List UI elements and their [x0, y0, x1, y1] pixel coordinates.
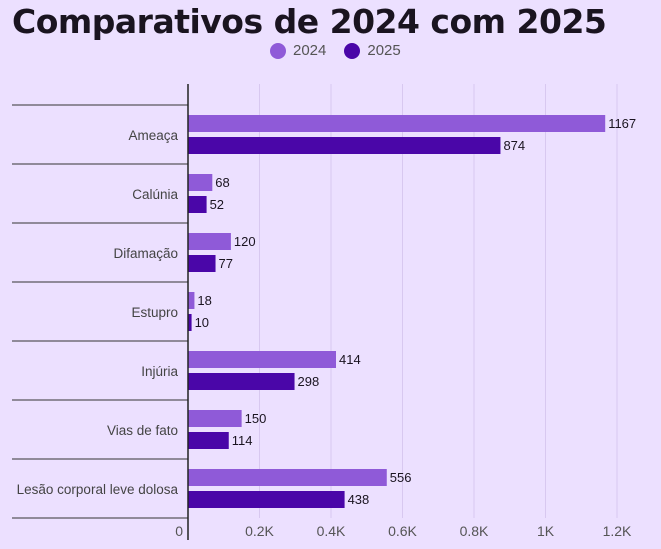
legend-item-2024[interactable]: 2024	[270, 42, 326, 59]
value-label-2025-5: 114	[232, 433, 253, 448]
x-tick-label-5: 1K	[537, 523, 555, 539]
value-label-2024-1: 68	[215, 175, 229, 190]
x-tick-label-0: 0	[175, 523, 183, 539]
x-tick-label-6: 1.2K	[603, 523, 632, 539]
x-tick-label-2: 0.4K	[317, 523, 346, 539]
value-label-2024-5: 150	[245, 411, 267, 426]
bar-2024-4	[188, 351, 337, 368]
value-label-2025-3: 10	[195, 315, 209, 330]
category-label-6: Lesão corporal leve dolosa	[17, 482, 179, 497]
bar-2024-5	[188, 410, 242, 427]
value-label-2025-0: 874	[503, 138, 525, 153]
bar-2025-6	[188, 491, 345, 508]
value-label-2024-3: 18	[197, 293, 211, 308]
value-label-2025-1: 52	[210, 197, 224, 212]
value-label-2024-4: 414	[339, 352, 361, 367]
value-label-2024-2: 120	[234, 234, 256, 249]
category-label-4: Injúria	[141, 364, 178, 379]
x-tick-label-4: 0.8K	[460, 523, 489, 539]
legend-label-2025: 2025	[367, 42, 401, 59]
chart-title: Comparativos de 2024 com 2025	[12, 2, 607, 41]
legend-label-2024: 2024	[293, 42, 327, 59]
legend-item-2025[interactable]: 2025	[344, 42, 401, 59]
category-label-1: Calúnia	[132, 187, 178, 202]
category-label-5: Vias de fato	[107, 423, 178, 438]
bar-2024-1	[188, 174, 213, 191]
bar-2024-0	[188, 115, 606, 132]
value-label-2024-6: 556	[390, 470, 412, 485]
x-tick-label-1: 0.2K	[245, 523, 274, 539]
bar-2025-1	[188, 196, 207, 213]
chart-legend: 2024 2025	[270, 42, 401, 59]
bar-2024-2	[188, 233, 231, 250]
category-label-0: Ameaça	[128, 128, 178, 143]
category-label-3: Estupro	[131, 305, 178, 320]
bar-2025-0	[188, 137, 501, 154]
x-tick-label-3: 0.6K	[388, 523, 417, 539]
bar-2025-3	[188, 314, 192, 331]
value-label-2025-4: 298	[298, 374, 320, 389]
legend-swatch-2025	[344, 42, 361, 59]
bar-2024-3	[188, 292, 195, 309]
legend-swatch-2024	[270, 42, 286, 59]
bar-2025-2	[188, 255, 216, 272]
bar-2025-4	[188, 373, 295, 390]
bar-2025-5	[188, 432, 229, 449]
bar-2024-6	[188, 469, 387, 486]
value-label-2025-6: 438	[348, 492, 370, 507]
category-label-2: Difamação	[113, 246, 178, 261]
value-label-2024-0: 1167	[608, 116, 636, 131]
value-label-2025-2: 77	[219, 256, 233, 271]
